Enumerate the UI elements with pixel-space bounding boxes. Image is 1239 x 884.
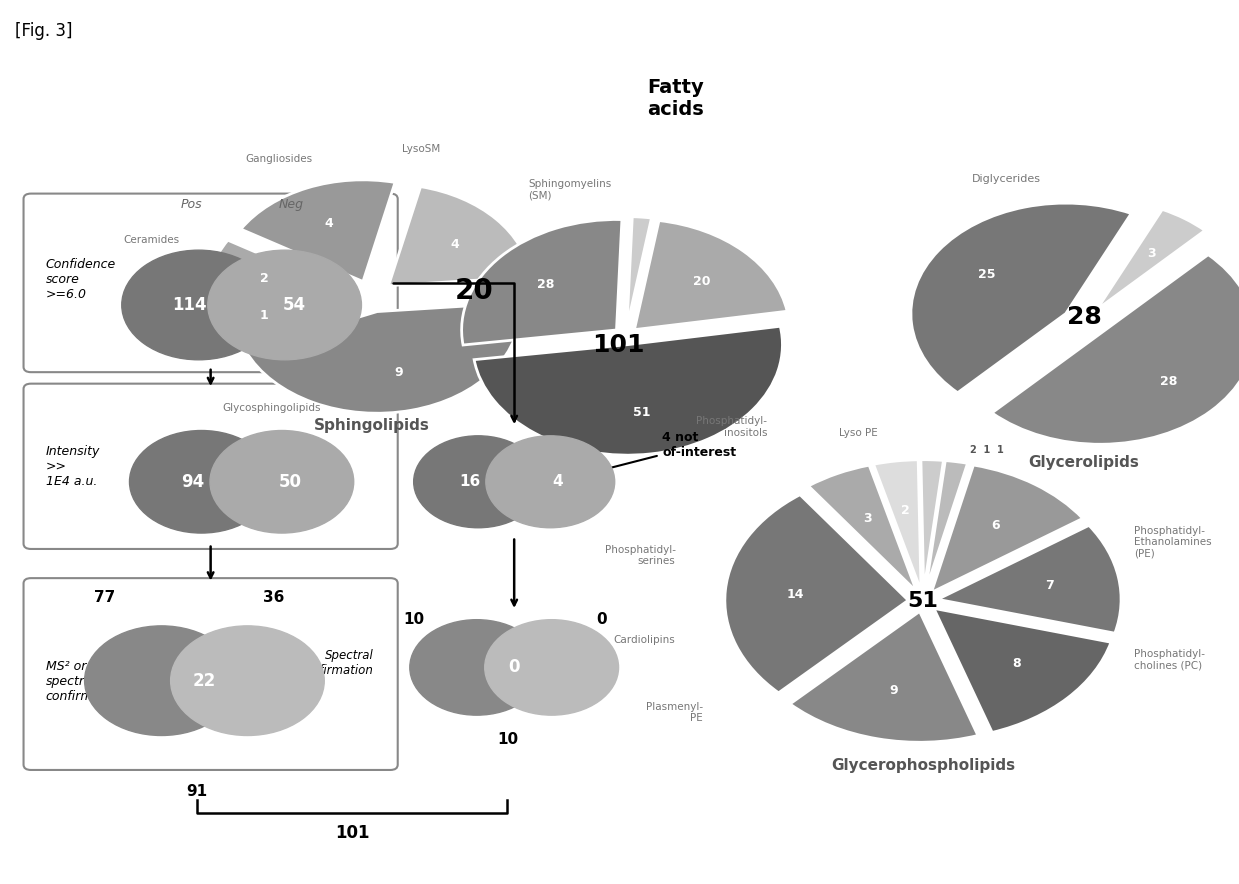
Text: 36: 36 — [263, 591, 284, 606]
Text: Cardiolipins: Cardiolipins — [613, 636, 675, 645]
Text: 25: 25 — [978, 268, 995, 281]
Circle shape — [484, 620, 618, 715]
Text: 114: 114 — [172, 296, 207, 314]
Text: 10: 10 — [497, 732, 518, 747]
FancyBboxPatch shape — [24, 194, 398, 372]
Text: 51: 51 — [633, 406, 650, 419]
Circle shape — [414, 436, 543, 528]
Text: 2: 2 — [259, 272, 269, 285]
Text: 91: 91 — [186, 784, 207, 799]
Text: Pos: Pos — [181, 198, 202, 210]
Text: Glycosphingolipids: Glycosphingolipids — [223, 403, 321, 413]
Text: 4 not
of-interest: 4 not of-interest — [561, 431, 736, 482]
Text: 6: 6 — [991, 519, 1000, 532]
Text: 77: 77 — [94, 591, 115, 606]
Wedge shape — [208, 300, 351, 339]
Text: Sphingolipids: Sphingolipids — [313, 418, 430, 433]
Text: 2  1  1: 2 1 1 — [970, 445, 1004, 454]
Text: Glycerophospholipids: Glycerophospholipids — [831, 758, 1015, 774]
Text: 51: 51 — [908, 591, 938, 611]
Wedge shape — [475, 326, 783, 455]
Text: 7: 7 — [1046, 579, 1054, 592]
Text: 0: 0 — [596, 612, 606, 627]
Text: Intensity
>>
1E4 a.u.: Intensity >> 1E4 a.u. — [46, 445, 100, 488]
Wedge shape — [808, 465, 917, 591]
Wedge shape — [932, 465, 1083, 592]
Wedge shape — [911, 203, 1131, 392]
Text: 20: 20 — [455, 277, 493, 305]
Text: Gangliosides: Gangliosides — [245, 154, 312, 164]
Text: Fatty
acids: Fatty acids — [647, 79, 704, 119]
Circle shape — [209, 431, 353, 533]
Text: 9: 9 — [394, 366, 403, 379]
Text: 28: 28 — [536, 278, 554, 291]
Wedge shape — [992, 255, 1239, 445]
Text: Phosphatidyl-
serines: Phosphatidyl- serines — [605, 545, 675, 566]
Text: 2: 2 — [901, 504, 909, 517]
Circle shape — [84, 626, 238, 735]
Text: MS² or
spectral
confirmation: MS² or spectral confirmation — [46, 659, 125, 703]
Text: 54: 54 — [282, 296, 305, 314]
Text: Neg: Neg — [279, 198, 304, 210]
Wedge shape — [245, 302, 519, 413]
Text: Lyso PE: Lyso PE — [840, 428, 878, 438]
Text: 50: 50 — [279, 473, 302, 491]
Text: Phosphatidyl-
cholines (PC): Phosphatidyl- cholines (PC) — [1134, 649, 1206, 671]
Text: LysoSM: LysoSM — [403, 144, 441, 154]
Wedge shape — [725, 495, 908, 693]
Wedge shape — [389, 187, 530, 286]
Circle shape — [130, 431, 274, 533]
Wedge shape — [627, 217, 652, 327]
Text: Diglycerides: Diglycerides — [973, 174, 1041, 184]
Wedge shape — [926, 461, 968, 591]
Wedge shape — [634, 220, 787, 330]
Text: 101: 101 — [335, 824, 369, 842]
Text: Sphingomyelins
(SM): Sphingomyelins (SM) — [528, 179, 612, 200]
FancyBboxPatch shape — [24, 578, 398, 770]
Wedge shape — [462, 219, 622, 345]
Text: 10: 10 — [403, 612, 425, 627]
Text: 22: 22 — [193, 672, 216, 690]
Text: 0: 0 — [508, 659, 520, 676]
Text: [Fig. 3]: [Fig. 3] — [15, 22, 72, 40]
Circle shape — [121, 250, 275, 360]
Wedge shape — [934, 608, 1111, 733]
Wedge shape — [921, 460, 943, 591]
Wedge shape — [938, 525, 1121, 633]
Wedge shape — [1097, 210, 1206, 309]
Text: Spectral
confirmation: Spectral confirmation — [299, 649, 374, 676]
Text: Phosphatidyl-
inositols: Phosphatidyl- inositols — [696, 416, 767, 438]
Text: 8: 8 — [1012, 658, 1021, 670]
Wedge shape — [873, 460, 921, 591]
Text: 16: 16 — [460, 475, 481, 489]
Text: 1: 1 — [260, 309, 269, 322]
Wedge shape — [790, 612, 978, 743]
Text: 3: 3 — [864, 512, 872, 525]
Text: 20: 20 — [694, 275, 711, 287]
Text: 28: 28 — [1160, 375, 1177, 388]
Text: Ceramides: Ceramides — [123, 235, 180, 245]
FancyBboxPatch shape — [24, 384, 398, 549]
Text: 4: 4 — [325, 217, 333, 230]
Text: 4: 4 — [553, 475, 564, 489]
Text: 94: 94 — [181, 473, 204, 491]
Text: Plasmenyl-
PE: Plasmenyl- PE — [646, 702, 703, 723]
Text: Phosphatidyl-
Ethanolamines
(PE): Phosphatidyl- Ethanolamines (PE) — [1134, 526, 1212, 559]
Wedge shape — [207, 240, 349, 301]
Circle shape — [486, 436, 615, 528]
Text: 4: 4 — [451, 238, 460, 251]
Wedge shape — [240, 179, 395, 281]
Circle shape — [171, 626, 325, 735]
Circle shape — [208, 250, 362, 360]
Text: 28: 28 — [1067, 305, 1101, 329]
Text: 101: 101 — [592, 332, 644, 357]
Text: 14: 14 — [786, 588, 804, 600]
Text: Glycerolipids: Glycerolipids — [1028, 455, 1140, 470]
Circle shape — [410, 620, 544, 715]
Text: Confidence
score
>=6.0: Confidence score >=6.0 — [46, 258, 116, 301]
Text: 3: 3 — [1147, 247, 1156, 260]
Text: 9: 9 — [890, 684, 898, 697]
